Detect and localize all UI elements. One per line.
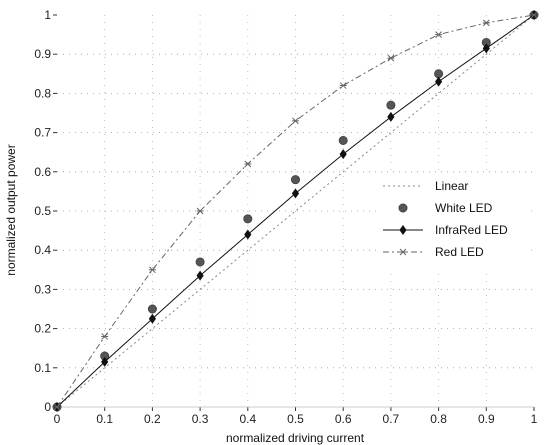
y-tick-label: 0.9 bbox=[34, 47, 51, 61]
y-tick-label: 0.8 bbox=[34, 86, 51, 100]
data-point-star bbox=[53, 403, 61, 411]
data-point-star bbox=[292, 117, 299, 125]
data-point-circle bbox=[290, 175, 300, 185]
x-tick-label: 0.8 bbox=[430, 412, 447, 426]
series-layer bbox=[52, 10, 539, 412]
data-point-circle bbox=[195, 257, 205, 267]
legend-label: Linear bbox=[435, 179, 468, 193]
data-point-star bbox=[101, 333, 109, 340]
data-point-diamond bbox=[101, 356, 109, 367]
legend-item: White LED bbox=[398, 201, 493, 215]
x-tick-label: 0.1 bbox=[96, 412, 113, 426]
legend-label: Red LED bbox=[435, 245, 484, 259]
data-point-diamond bbox=[399, 225, 407, 235]
legend: Linear White LED InfraRed LED Red LED bbox=[377, 176, 527, 268]
y-tick-label: 1 bbox=[44, 8, 51, 22]
data-point-star bbox=[244, 160, 252, 168]
data-point-star bbox=[399, 248, 407, 256]
y-tick-label: 0.1 bbox=[34, 361, 51, 375]
y-tick-label: 0.7 bbox=[34, 126, 51, 140]
x-tick-label: 1 bbox=[531, 412, 538, 426]
x-tick-label: 0.4 bbox=[239, 412, 256, 426]
data-point-diamond bbox=[482, 43, 490, 54]
data-point-diamond bbox=[435, 76, 443, 87]
series-red-led bbox=[53, 11, 538, 411]
data-point-circle bbox=[147, 304, 157, 314]
x-tick-label: 0.3 bbox=[192, 412, 209, 426]
data-point-diamond bbox=[291, 188, 300, 199]
data-point-star bbox=[482, 19, 490, 27]
data-point-circle bbox=[243, 214, 253, 224]
y-axis-label: normalized output power bbox=[4, 144, 18, 275]
y-tick-label: 0.2 bbox=[34, 322, 51, 336]
data-point-diamond bbox=[244, 229, 252, 240]
y-tick-label: 0.6 bbox=[34, 165, 51, 179]
data-point-star bbox=[196, 207, 204, 215]
data-point-circle bbox=[398, 203, 408, 213]
data-point-star bbox=[148, 266, 156, 274]
data-point-circle bbox=[338, 135, 348, 145]
x-tick-label: 0.5 bbox=[287, 412, 304, 426]
data-point-diamond bbox=[148, 313, 156, 324]
data-point-star bbox=[387, 54, 395, 62]
y-tick-label: 0.5 bbox=[34, 204, 51, 218]
x-tick-label: 0.9 bbox=[478, 412, 495, 426]
y-tick-label: 0 bbox=[44, 400, 51, 414]
x-tick-label: 0.2 bbox=[144, 412, 161, 426]
y-tick-label: 0.4 bbox=[34, 243, 51, 257]
legend-label: White LED bbox=[435, 201, 493, 215]
data-point-star bbox=[530, 11, 538, 19]
data-point-star bbox=[435, 31, 443, 38]
x-axis-label: normalized driving current bbox=[226, 431, 365, 445]
data-point-star bbox=[339, 82, 347, 89]
x-tick-label: 0.7 bbox=[383, 412, 400, 426]
legend-label: InfraRed LED bbox=[435, 223, 508, 237]
x-tick-label: 0.6 bbox=[335, 412, 352, 426]
data-point-circle bbox=[386, 100, 396, 110]
y-tick-label: 0.3 bbox=[34, 282, 51, 296]
legend-item: Linear bbox=[383, 179, 468, 193]
axes: 0 0.1 0.2 0.3 0.4 0.5 0.6 0.7 0.8 0.9 1 0 0.1 0.2 0.3 0… bbox=[34, 8, 537, 426]
legend-item: Red LED bbox=[383, 245, 484, 259]
data-point-diamond bbox=[196, 270, 204, 281]
data-point-diamond bbox=[387, 111, 395, 122]
x-tick-label: 0 bbox=[54, 412, 61, 426]
data-point-diamond bbox=[339, 149, 347, 160]
legend-item: InfraRed LED bbox=[383, 223, 508, 237]
